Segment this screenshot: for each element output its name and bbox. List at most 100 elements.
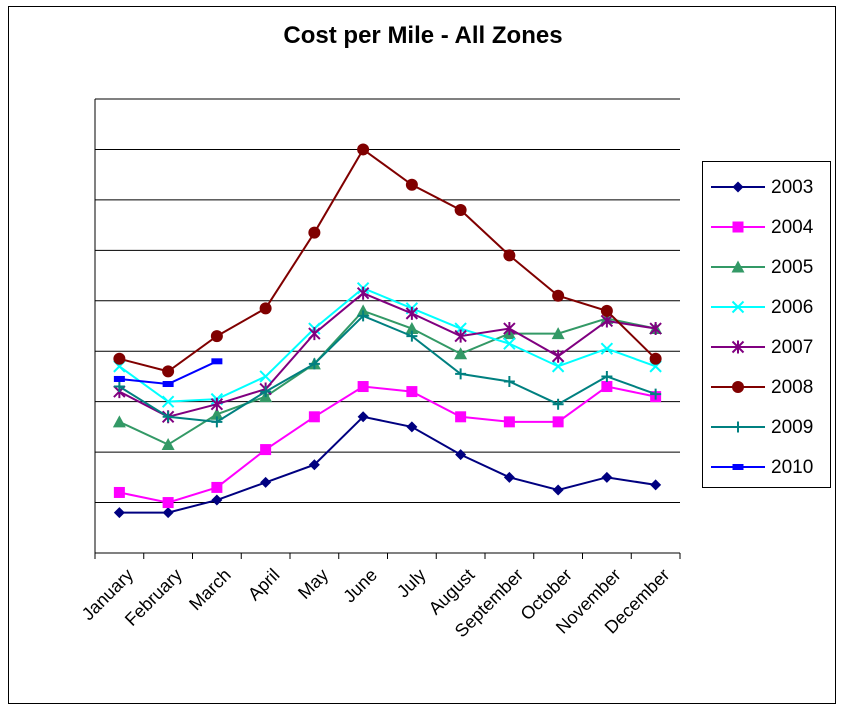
legend-item: 2003 — [703, 168, 830, 208]
data-point — [211, 481, 223, 493]
x-tick-label: March — [185, 565, 235, 615]
series-line — [119, 147, 657, 373]
data-point — [211, 416, 223, 428]
data-point — [161, 395, 175, 408]
legend-item: 2004 — [703, 208, 830, 248]
data-point — [731, 260, 745, 273]
data-point — [405, 322, 419, 335]
legend-item: 2008 — [703, 368, 830, 408]
data-point — [454, 329, 467, 343]
data-point — [308, 327, 321, 341]
data-point — [162, 365, 175, 378]
series-2008 — [113, 143, 662, 378]
data-point — [210, 407, 224, 420]
data-point — [308, 411, 320, 423]
data-point — [113, 486, 125, 498]
series-2003 — [113, 411, 662, 519]
data-point — [552, 398, 564, 410]
legend-label: 2008 — [771, 377, 814, 398]
legend-swatch — [711, 260, 765, 273]
data-point — [259, 370, 272, 383]
legend-swatch — [711, 300, 765, 314]
data-point — [650, 388, 662, 400]
x-tick-label: April — [244, 565, 284, 605]
series-line — [118, 309, 656, 446]
data-point — [600, 304, 613, 317]
legend-item: 2006 — [703, 288, 830, 328]
legend-label: 2006 — [771, 297, 814, 318]
data-point — [503, 416, 515, 428]
legend-swatch — [711, 464, 765, 470]
data-point — [259, 302, 272, 315]
data-point — [455, 411, 467, 423]
data-point — [732, 464, 744, 470]
data-point — [601, 471, 613, 483]
data-point — [454, 203, 467, 216]
series-2007 — [113, 286, 662, 424]
data-point — [552, 484, 564, 496]
data-point — [731, 340, 745, 354]
data-point — [405, 306, 419, 320]
data-point — [731, 300, 745, 314]
data-point — [551, 349, 565, 363]
series-2010 — [113, 358, 223, 388]
data-point — [503, 322, 516, 336]
data-point — [600, 342, 614, 355]
data-point — [406, 386, 418, 398]
data-point — [503, 471, 515, 483]
data-point — [357, 381, 369, 393]
legend-label: 2004 — [771, 217, 814, 238]
data-point — [113, 507, 125, 519]
data-point — [211, 494, 223, 506]
data-point — [406, 330, 418, 342]
data-point — [732, 181, 744, 193]
legend-swatch — [711, 181, 765, 193]
data-point — [405, 178, 418, 191]
data-point — [161, 438, 175, 451]
legend-swatch — [711, 221, 765, 233]
data-point — [649, 322, 662, 336]
chart-title: Cost per Mile - All Zones — [283, 22, 563, 49]
series-line — [118, 287, 656, 403]
data-point — [357, 143, 370, 156]
legend-label: 2003 — [771, 177, 814, 198]
data-point — [455, 368, 467, 380]
data-point — [503, 249, 516, 262]
legend: 2003 2004 2005 2006 2007 2008 2009 2010 — [702, 161, 831, 488]
series-line — [118, 292, 656, 418]
data-point — [455, 449, 467, 461]
legend-swatch — [711, 340, 765, 354]
series-line — [119, 385, 656, 504]
data-point — [260, 444, 272, 456]
data-point — [162, 507, 174, 519]
data-point — [260, 386, 272, 398]
series-line — [119, 415, 656, 514]
series-2009 — [113, 310, 662, 428]
data-point — [356, 286, 370, 300]
data-point — [601, 370, 613, 382]
data-point — [551, 327, 565, 340]
data-point — [308, 459, 320, 471]
data-point — [551, 360, 565, 373]
data-point — [406, 421, 418, 433]
legend-label: 2009 — [771, 417, 814, 438]
data-point — [649, 352, 662, 365]
data-point — [503, 337, 516, 350]
data-point — [162, 381, 174, 388]
x-tick-label: June — [339, 565, 381, 607]
data-point — [113, 381, 125, 393]
data-point — [113, 352, 126, 365]
legend-label: 2007 — [771, 337, 814, 358]
legend-label: 2010 — [771, 457, 814, 478]
data-point — [503, 375, 515, 387]
legend-item: 2009 — [703, 408, 830, 448]
chart-frame — [8, 6, 836, 704]
x-tick-label: May — [294, 565, 332, 603]
data-point — [732, 381, 744, 393]
data-point — [162, 497, 174, 509]
data-point — [210, 397, 224, 411]
data-point — [308, 226, 321, 239]
data-point — [210, 330, 223, 343]
data-point — [356, 304, 370, 317]
